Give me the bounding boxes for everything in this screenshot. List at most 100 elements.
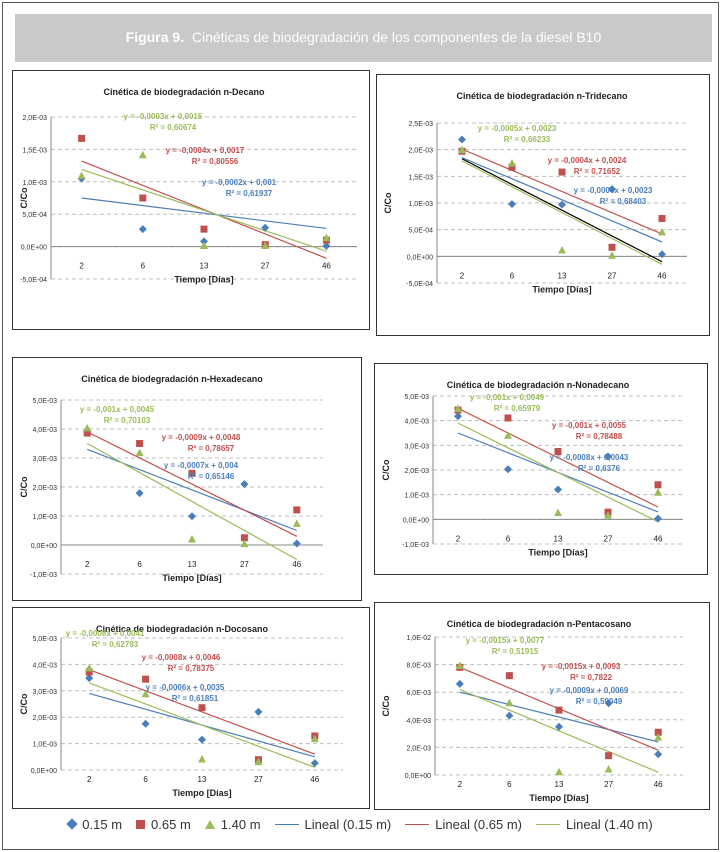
y-tick-label: 5,0E-03 [32, 636, 57, 643]
y-tick-label: 2,0E-03 [32, 485, 57, 492]
data-point [240, 539, 249, 548]
y-tick-label: 1,5E-03 [22, 147, 47, 154]
equation-label: y = -0,0007x + 0,004 [164, 461, 239, 470]
x-axis-label: Tiempo [Días] [174, 275, 233, 285]
y-axis-label: C/Co [383, 192, 393, 213]
y-tick-label: 3,0E-03 [32, 689, 57, 696]
x-tick-label: 13 [555, 780, 564, 789]
y-tick-label: 1,5E-03 [408, 174, 433, 181]
x-tick-label: 46 [322, 262, 331, 271]
y-tick-label: 0,0E+00 [405, 773, 431, 780]
trend-line [459, 691, 659, 743]
y-tick-label: 4,0E-03 [406, 718, 431, 725]
diamond-icon [66, 818, 78, 830]
data-point [77, 171, 86, 179]
data-point [554, 485, 562, 494]
x-tick-label: 27 [240, 560, 249, 569]
data-point [654, 733, 663, 741]
r2-label: R² = 0,78488 [576, 432, 623, 441]
data-point [200, 241, 208, 249]
data-point [558, 168, 566, 176]
figure-caption: Cinéticas de biodegradación de los compo… [191, 29, 602, 45]
y-tick-label: -5,0E-04 [20, 277, 47, 284]
data-point [188, 534, 196, 543]
data-point [188, 512, 196, 521]
r2-label: R² = 0,71652 [574, 167, 621, 176]
chart-svg: Cinética de biodegradación n-Hexadecano -… [19, 374, 323, 583]
chart-title: Cinética de biodegradación n-Decano [103, 87, 265, 97]
y-tick-label: 3,0E-03 [404, 443, 429, 450]
r2-label: R² = 0,65146 [188, 472, 235, 481]
equation-label: y = -0,0005x + 0,0023 [478, 124, 557, 133]
equation-label: y = -0,0004x + 0,0024 [548, 156, 627, 165]
data-point [504, 431, 512, 439]
equation-label: y = -0,0004x + 0,0023 [574, 186, 653, 195]
trend-line [457, 422, 659, 523]
x-tick-label: 2 [458, 780, 463, 789]
x-tick-label: 13 [558, 271, 567, 280]
data-point [654, 488, 662, 496]
x-axis-label: Tiempo [Días] [162, 573, 221, 583]
equation-label: y = -0,0009x + 0,0048 [162, 433, 241, 442]
data-point [604, 699, 613, 708]
chart-panel-decano: Cinética de biodegradación n-Decano -5,0E… [12, 70, 370, 330]
data-point [508, 200, 516, 209]
r2-label: R² = 0,61937 [226, 189, 273, 198]
data-point [604, 764, 613, 773]
y-tick-label: 0,0E+00 [31, 768, 57, 775]
x-tick-label: 6 [141, 262, 146, 271]
trend-line [461, 158, 663, 263]
data-point [508, 163, 516, 171]
data-point [455, 661, 464, 669]
data-point [310, 734, 319, 743]
chart-title: Cinética de biodegradación n-Hexadecano [81, 374, 263, 384]
data-point [240, 534, 248, 542]
square-icon [136, 819, 146, 829]
data-point [558, 200, 566, 209]
y-axis-label: C/Co [381, 459, 391, 480]
y-tick-label: 2,0E-03 [408, 148, 433, 155]
trend-line [81, 168, 327, 252]
data-point [654, 481, 662, 489]
x-tick-label: 2 [85, 560, 90, 569]
chart-panel-pentacosano: Cinética de biodegradación n-Pentacosano… [374, 602, 710, 810]
data-point [608, 243, 616, 251]
data-point [78, 134, 86, 142]
x-tick-label: 27 [604, 780, 613, 789]
equation-label: y = -0,0015x + 0,0077 [466, 636, 545, 645]
y-tick-label: 6,0E-03 [406, 690, 431, 697]
x-tick-label: 46 [658, 271, 667, 280]
x-tick-label: 27 [261, 262, 270, 271]
legend-item-065: 0.65 m [136, 817, 191, 832]
r2-label: R² = 0,78657 [188, 444, 235, 453]
equation-label: y = -0,0008x + 0,0046 [142, 653, 221, 662]
x-axis-label: Tiempo [Días] [172, 788, 231, 798]
chart-panel-docosano: Cinética de biodegradación n-Docosano 0,0… [12, 607, 370, 809]
data-point [293, 506, 301, 514]
data-point [505, 711, 514, 720]
r2-label: R² = 0,61851 [172, 694, 219, 703]
r2-label: R² = 0,70103 [104, 416, 151, 425]
y-tick-label: 1,0E-03 [32, 742, 57, 749]
chart-svg: Cinética de biodegradación n-Decano -5,0E… [19, 87, 357, 285]
x-axis-label: Tiempo [Días] [529, 793, 588, 803]
trend-line [459, 688, 659, 773]
x-tick-label: 13 [554, 534, 563, 543]
y-tick-label: 0,0E+00 [21, 245, 47, 252]
line-icon [535, 823, 560, 825]
r2-label: R² = 0,78375 [168, 664, 215, 673]
x-tick-label: 27 [604, 534, 613, 543]
x-axis-label: Tiempo [Días] [528, 547, 587, 557]
data-point [508, 159, 516, 167]
legend-label: Lineal (1.40 m) [565, 816, 653, 832]
data-point [604, 511, 612, 519]
y-tick-label: -1,0E-03 [402, 542, 429, 549]
chart-title: Cinética de biodegradación n-Tridecano [456, 91, 628, 101]
x-tick-label: 13 [200, 262, 209, 271]
data-point [658, 227, 666, 236]
data-point [658, 250, 666, 259]
x-tick-label: 46 [654, 534, 663, 543]
r2-label: R² = 0,62793 [92, 640, 139, 649]
data-point [504, 465, 512, 474]
data-point [504, 414, 512, 422]
